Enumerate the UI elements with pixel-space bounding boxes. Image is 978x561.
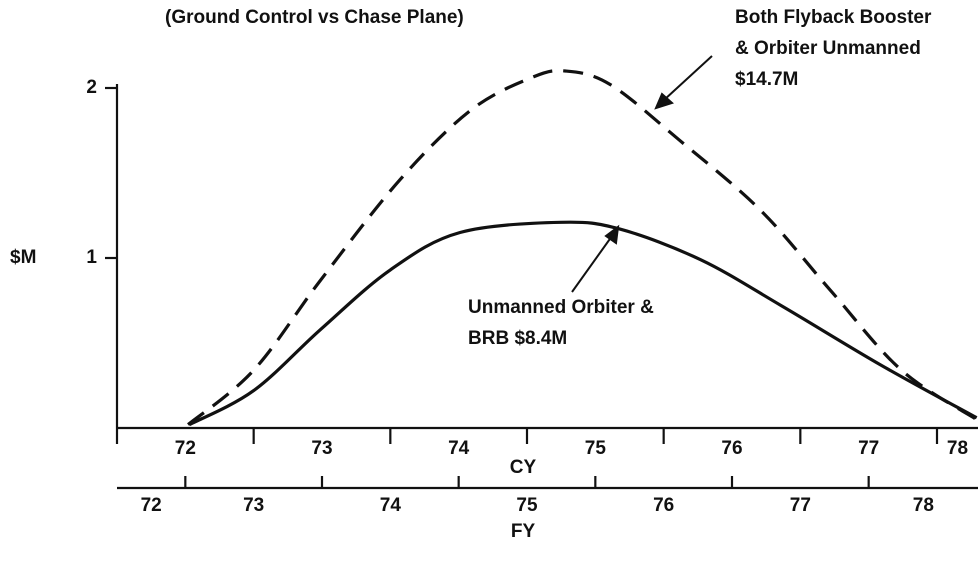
fy-tick-label: 76 <box>653 495 674 516</box>
annotation: & Orbiter Unmanned <box>735 38 921 59</box>
fy-axis-label: FY <box>511 521 536 542</box>
chart-title: (Ground Control vs Chase Plane) <box>165 7 464 28</box>
line-series <box>188 220 978 427</box>
x-axis-label: CY <box>510 457 537 478</box>
line-series <box>187 69 978 426</box>
fy-tick-label: 75 <box>516 495 538 516</box>
x-tick-label: 77 <box>858 438 879 459</box>
annotation: Unmanned Orbiter & <box>468 297 654 318</box>
x-tick-label: 76 <box>721 438 742 459</box>
annotation: BRB $8.4M <box>468 328 567 349</box>
y-tick-label: 1 <box>86 247 97 268</box>
fy-tick-label: 73 <box>243 495 264 516</box>
fy-tick-label: 74 <box>380 495 402 516</box>
x-tick-label: 72 <box>175 438 196 459</box>
x-tick-label: 74 <box>448 438 470 459</box>
fy-tick-label: 78 <box>913 495 934 516</box>
fy-tick-label: 77 <box>790 495 811 516</box>
y-axis-label: $M <box>10 247 36 268</box>
x-tick-label: 73 <box>311 438 332 459</box>
fy-tick-label: 72 <box>141 495 162 516</box>
x-tick-label: 78 <box>947 438 968 459</box>
annotation: $14.7M <box>735 69 798 90</box>
arrows <box>571 55 713 293</box>
y-tick-label: 2 <box>86 77 97 98</box>
annotation: Both Flyback Booster <box>735 7 932 28</box>
x-tick-label: 75 <box>585 438 607 459</box>
